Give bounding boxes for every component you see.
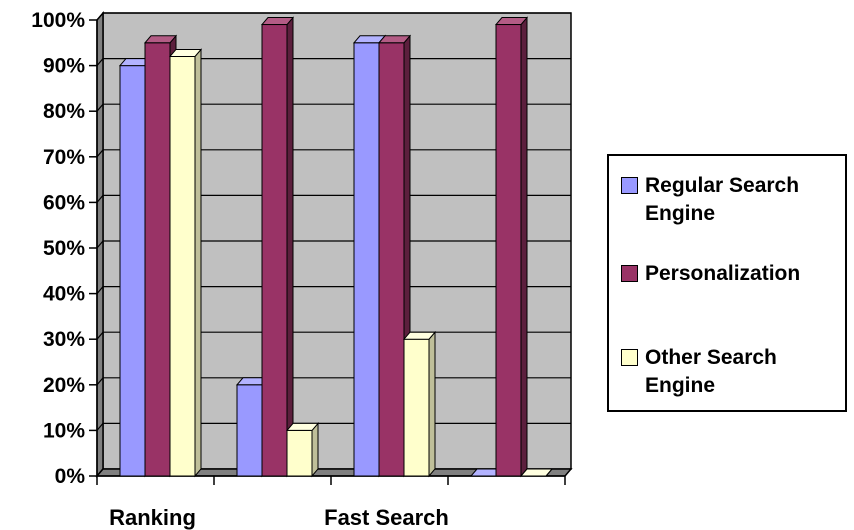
gridline xyxy=(96,12,571,21)
bars xyxy=(118,16,554,478)
y-tick-label: 50% xyxy=(43,237,85,260)
bar-side xyxy=(286,16,294,478)
bar xyxy=(260,16,295,478)
gridline xyxy=(96,240,571,249)
bar-top xyxy=(402,331,437,340)
legend-label: Other Search Engine xyxy=(645,346,777,397)
gridline xyxy=(96,103,571,112)
legend-swatch-regular xyxy=(621,177,638,194)
legend-swatch-personalization xyxy=(621,265,638,282)
x-tick-label: Ranking xyxy=(109,505,196,530)
bar-front xyxy=(286,429,313,477)
legend-swatch-other xyxy=(621,349,638,366)
legend-label: Regular Search Engine xyxy=(645,174,800,225)
bar-front xyxy=(236,384,263,477)
bar-top xyxy=(494,17,529,26)
gridline xyxy=(96,194,571,203)
y-tick-label: 0% xyxy=(55,465,86,488)
bar-top xyxy=(285,422,320,431)
bar-front xyxy=(403,338,430,477)
gridline xyxy=(96,149,571,158)
tick-labels: 0% 10% 20% 30% 40% 50% 60% 70% 80% 90% 100% Ranking… xyxy=(31,9,449,530)
bar-front xyxy=(378,42,405,477)
bar-front xyxy=(144,42,171,477)
y-tick-label: 10% xyxy=(43,419,85,442)
bar-side xyxy=(520,16,528,478)
y-tick-label: 80% xyxy=(43,100,85,123)
bar-top xyxy=(260,17,295,26)
bar-front xyxy=(169,55,196,477)
legend-label: Personalization xyxy=(645,262,801,285)
bar-top xyxy=(168,48,203,57)
legend: Regular Search Engine Personalization Ot… xyxy=(607,154,847,412)
y-tick-label: 70% xyxy=(43,146,85,169)
y-tick-label: 100% xyxy=(31,9,85,32)
bar xyxy=(118,57,153,478)
bar-front xyxy=(119,65,146,477)
bar-side xyxy=(194,48,202,478)
gridline xyxy=(96,286,571,294)
y-tick-label: 20% xyxy=(43,374,85,397)
bar xyxy=(402,330,437,478)
bar-top xyxy=(519,468,554,477)
bar xyxy=(168,48,203,478)
x-tick-label: Fast Search xyxy=(324,505,449,530)
y-tick-label: 30% xyxy=(43,328,85,351)
bar-front xyxy=(261,24,288,477)
bar-side xyxy=(311,422,319,478)
bar xyxy=(519,468,554,477)
y-tick-label: 60% xyxy=(43,191,85,214)
y-tick-label: 90% xyxy=(43,55,85,78)
y-tick-label: 40% xyxy=(43,283,85,306)
bar-top xyxy=(377,35,412,44)
bar-top xyxy=(143,35,178,44)
bar-front xyxy=(353,42,380,477)
gridline xyxy=(96,57,571,66)
bar xyxy=(494,16,529,478)
bar-front xyxy=(495,24,522,477)
bar-side xyxy=(428,330,436,478)
bar xyxy=(285,422,320,478)
